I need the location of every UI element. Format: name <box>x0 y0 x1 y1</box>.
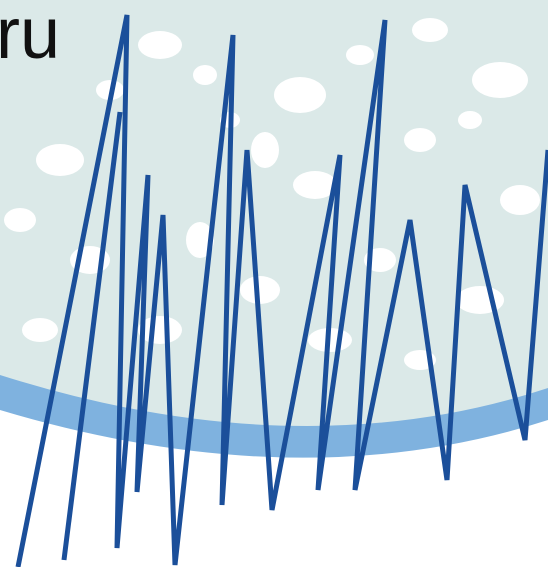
zigzag <box>15 14 548 567</box>
logo-text: ru <box>0 0 60 74</box>
background <box>0 0 548 458</box>
pale-field <box>0 0 548 430</box>
blobs <box>4 18 540 370</box>
